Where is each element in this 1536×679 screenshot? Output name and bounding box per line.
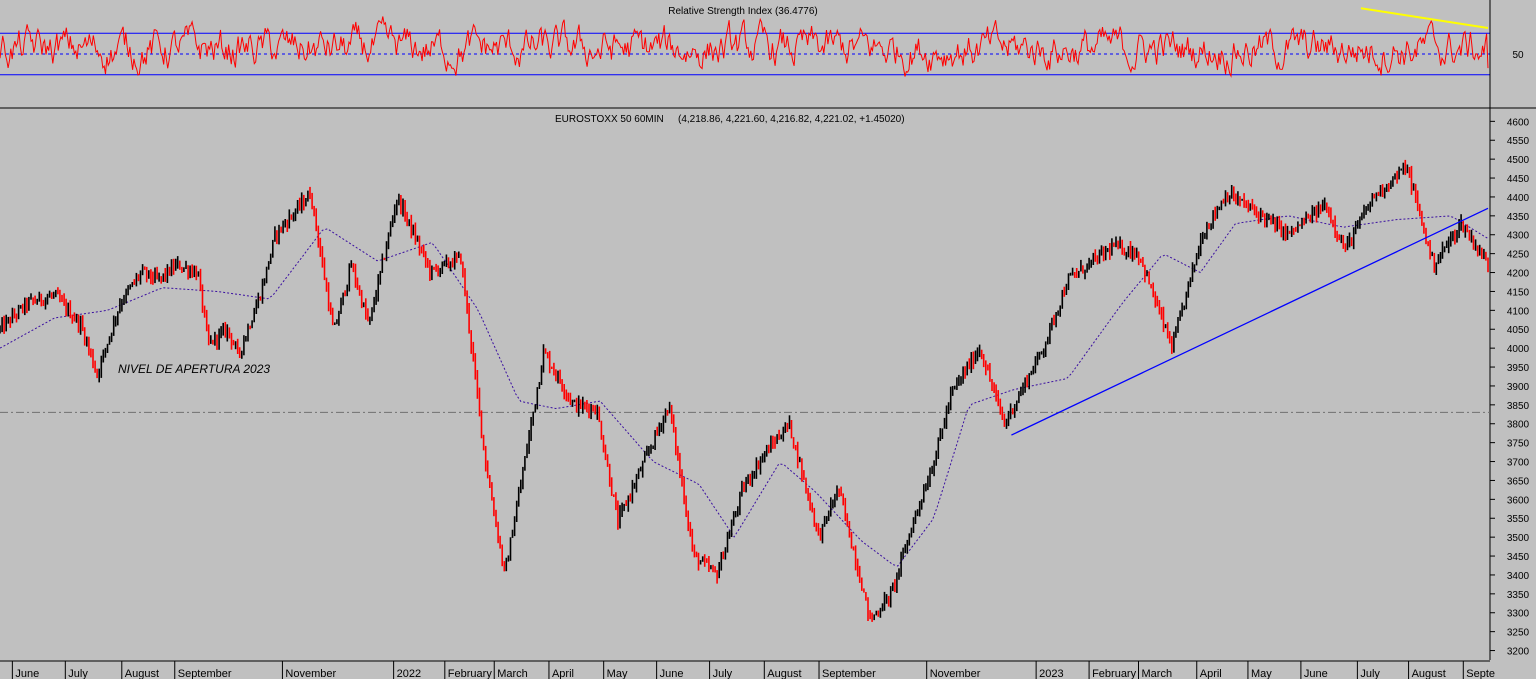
reference-level-label: NIVEL DE APERTURA 2023: [118, 362, 270, 376]
price-tick-label: 3800: [1507, 420, 1530, 431]
x-tick-label: February: [448, 668, 493, 679]
x-tick-label: 2023: [1039, 668, 1063, 679]
price-tick-label: 4000: [1507, 344, 1530, 355]
price-panel: EUROSTOXX 50 60MIN (4,218.86, 4,221.60, …: [0, 114, 1530, 658]
x-tick-label: August: [125, 668, 159, 679]
x-tick-label: 2022: [397, 668, 421, 679]
price-tick-label: 3250: [1507, 628, 1530, 639]
support-trendline: [1011, 207, 1489, 436]
x-tick-label: March: [497, 668, 528, 679]
price-series: [0, 159, 1489, 622]
price-tick-label: 3850: [1507, 401, 1530, 412]
x-tick-label: February: [1092, 668, 1137, 679]
price-tick-label: 3350: [1507, 590, 1530, 601]
price-tick-label: 3900: [1507, 382, 1530, 393]
x-tick-label: May: [607, 668, 628, 679]
price-tick-label: 3550: [1507, 514, 1530, 525]
price-tick-label: 4600: [1507, 117, 1530, 128]
moving-average-line: [0, 215, 1489, 567]
price-tick-label: 3400: [1507, 571, 1530, 582]
rsi-panel: Relative Strength Index (36.4776) 50: [0, 6, 1524, 78]
price-tick-label: 4500: [1507, 155, 1530, 166]
x-axis: June July August September November 2022 Febru…: [0, 660, 1495, 679]
x-tick-label: April: [1200, 668, 1222, 679]
x-tick-label: June: [1304, 668, 1328, 679]
price-title: EUROSTOXX 50 60MIN: [555, 114, 664, 125]
price-tick-label: 4450: [1507, 174, 1530, 185]
rsi-tick-label: 50: [1512, 50, 1524, 61]
price-tick-label: 3950: [1507, 363, 1530, 374]
price-tick-label: 4150: [1507, 287, 1530, 298]
price-tick-label: 3650: [1507, 476, 1530, 487]
rsi-title: Relative Strength Index (36.4776): [668, 6, 818, 17]
rsi-trend-line: [1360, 7, 1489, 29]
rsi-line: [0, 16, 1489, 78]
x-tick-label: Septe: [1466, 668, 1495, 679]
x-tick-label: November: [285, 668, 336, 679]
x-tick-label: August: [767, 668, 801, 679]
x-tick-label: March: [1142, 668, 1173, 679]
x-tick-label: June: [15, 668, 39, 679]
x-tick-label: April: [552, 668, 574, 679]
price-tick-label: 4550: [1507, 136, 1530, 147]
x-tick-label: November: [930, 668, 981, 679]
price-axis: 4600 4550 4500 4450 4400 4350 4300 4250 4200 4150…: [1490, 117, 1530, 658]
x-tick-label: May: [1251, 668, 1272, 679]
x-tick-label: September: [178, 668, 232, 679]
price-tick-label: 4250: [1507, 250, 1530, 261]
price-tick-label: 3200: [1507, 647, 1530, 658]
price-tick-label: 4300: [1507, 231, 1530, 242]
price-tick-label: 4350: [1507, 212, 1530, 223]
x-tick-label: July: [713, 668, 733, 679]
price-tick-label: 3750: [1507, 439, 1530, 450]
price-tick-label: 3300: [1507, 609, 1530, 620]
x-tick-label: August: [1412, 668, 1446, 679]
x-tick-label: July: [68, 668, 88, 679]
x-tick-label: September: [822, 668, 876, 679]
price-tick-label: 3450: [1507, 552, 1530, 563]
price-tick-label: 4200: [1507, 269, 1530, 280]
price-tick-label: 4100: [1507, 306, 1530, 317]
x-tick-label: July: [1360, 668, 1380, 679]
price-tick-label: 3600: [1507, 495, 1530, 506]
x-tick-label: June: [660, 668, 684, 679]
price-tick-label: 3500: [1507, 533, 1530, 544]
price-ohlc-readout: (4,218.86, 4,221.60, 4,216.82, 4,221.02,…: [678, 114, 905, 125]
price-tick-label: 4400: [1507, 193, 1530, 204]
price-tick-label: 4050: [1507, 325, 1530, 336]
price-tick-label: 3700: [1507, 458, 1530, 469]
